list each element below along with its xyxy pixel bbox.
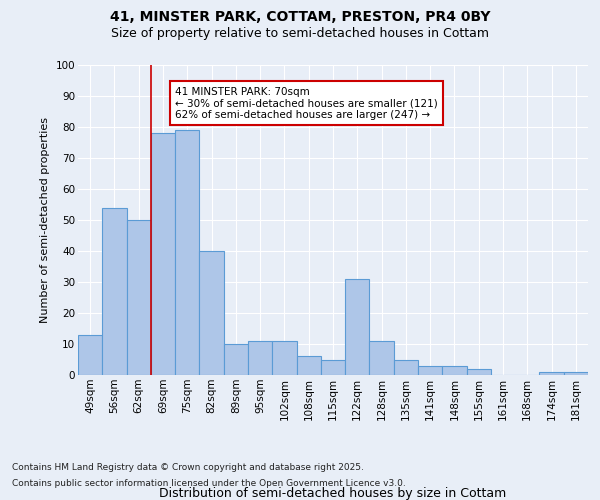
Bar (78, 334, 102, 375)
Text: 41, MINSTER PARK, COTTAM, PRESTON, PR4 0BY: 41, MINSTER PARK, COTTAM, PRESTON, PR4 0… (110, 10, 490, 24)
Bar (296, 356, 321, 375)
Bar (370, 341, 394, 375)
Bar (175, 130, 199, 375)
Bar (345, 279, 370, 375)
Bar (467, 369, 491, 375)
Bar (418, 366, 442, 375)
Bar (127, 220, 151, 375)
Text: 41 MINSTER PARK: 70sqm
← 30% of semi-detached houses are smaller (121)
62% of se: 41 MINSTER PARK: 70sqm ← 30% of semi-det… (175, 86, 438, 120)
Bar (564, 372, 588, 375)
Bar (199, 251, 224, 375)
Text: Size of property relative to semi-detached houses in Cottam: Size of property relative to semi-detach… (111, 28, 489, 40)
Bar (272, 341, 296, 375)
Bar (224, 344, 248, 375)
Bar (394, 360, 418, 375)
Y-axis label: Number of semi-detached properties: Number of semi-detached properties (40, 117, 50, 323)
X-axis label: Distribution of semi-detached houses by size in Cottam: Distribution of semi-detached houses by … (160, 486, 506, 500)
Text: Contains HM Land Registry data © Crown copyright and database right 2025.: Contains HM Land Registry data © Crown c… (12, 464, 364, 472)
Bar (321, 360, 345, 375)
Bar (539, 372, 564, 375)
Bar (151, 133, 175, 375)
Bar (248, 341, 272, 375)
Bar (102, 208, 127, 375)
Text: Contains public sector information licensed under the Open Government Licence v3: Contains public sector information licen… (12, 478, 406, 488)
Bar (442, 366, 467, 375)
